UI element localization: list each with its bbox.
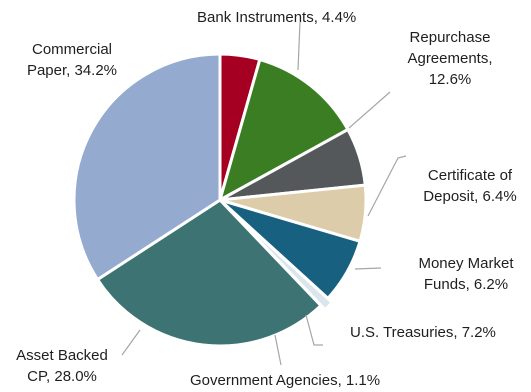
data-label-line: Paper, 34.2% — [27, 62, 117, 79]
data-label-government-agencies: Government Agencies, 1.1% — [190, 372, 380, 389]
data-label-line: Money Market — [418, 255, 514, 272]
data-label-line: Repurchase — [410, 29, 491, 46]
data-label-asset-backed-cp: Asset Backed CP, 28.0% — [16, 347, 108, 385]
data-label-line: Bank Instruments, 4.4% — [197, 9, 356, 26]
labels-layer: Bank Instruments, 4.4% Repurchase Agreemen… — [16, 9, 517, 389]
pie-slice-commercial-paper — [72, 52, 222, 282]
data-label-certificate-of-deposit: Certificate of Deposit, 6.4% — [423, 167, 516, 205]
data-label-line: Funds, 6.2% — [424, 276, 508, 293]
data-label-line: Government Agencies, 1.1% — [190, 372, 380, 389]
slices-layer — [72, 52, 368, 348]
data-label-bank-instruments: Bank Instruments, 4.4% — [197, 9, 356, 26]
data-label-line: CP, 28.0% — [27, 368, 97, 385]
data-label-line: 12.6% — [429, 71, 472, 88]
data-label-line: Commercial — [32, 41, 112, 58]
leader-line-u-s-treasuries — [305, 314, 323, 346]
leader-line-asset-backed-cp — [121, 329, 141, 356]
data-label-commercial-paper: Commercial Paper, 34.2% — [27, 41, 117, 79]
data-label-u-s-treasuries: U.S. Treasuries, 7.2% — [350, 324, 496, 341]
leader-line-repurchase-agreements — [348, 91, 391, 129]
data-label-line: U.S. Treasuries, 7.2% — [350, 324, 496, 341]
leader-line-government-agencies — [274, 334, 282, 366]
data-label-line: Agreements, — [407, 50, 492, 67]
data-label-money-market-funds: Money Market Funds, 6.2% — [418, 255, 514, 293]
leaders-layer — [121, 21, 407, 366]
leader-line-bank-instruments — [297, 21, 301, 71]
leader-line-money-market-funds — [354, 267, 382, 270]
data-label-line: Certificate of — [428, 167, 513, 184]
data-label-repurchase-agreements: Repurchase Agreements, 12.6% — [407, 29, 492, 88]
data-label-line: Deposit, 6.4% — [423, 188, 516, 205]
leader-line-certificate-of-deposit — [367, 155, 407, 217]
pie-slice-asset-backed-cp — [96, 198, 323, 348]
pie-slice-repurchase-agreements — [218, 58, 350, 202]
data-label-line: Asset Backed — [16, 347, 108, 364]
